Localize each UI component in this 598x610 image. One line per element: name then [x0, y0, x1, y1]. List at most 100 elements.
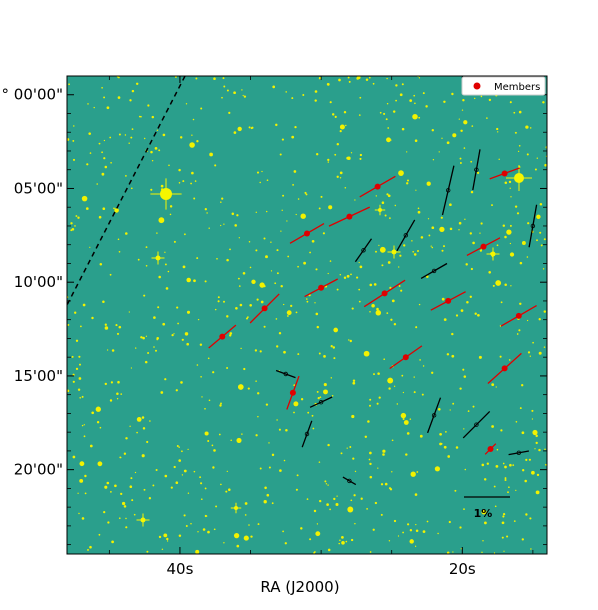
star-dot	[125, 175, 127, 177]
star-dot	[72, 139, 75, 142]
star-dot	[165, 287, 169, 290]
star-dot	[518, 110, 522, 114]
star-dot	[79, 363, 81, 366]
member-vector	[484, 443, 497, 455]
star-dot	[509, 101, 512, 104]
star-dot	[230, 439, 232, 441]
nonmember-vector	[342, 476, 357, 486]
star-dot	[158, 535, 162, 539]
star-dot	[374, 501, 378, 505]
star-dot	[226, 89, 229, 92]
star-dot	[365, 78, 369, 82]
star-dot	[346, 447, 348, 449]
star-dot	[256, 171, 260, 174]
star-dot	[312, 427, 315, 430]
star-dot	[351, 414, 355, 419]
star-dot	[265, 403, 269, 406]
star-dot	[323, 383, 327, 387]
star-dot	[507, 491, 509, 494]
star-dot	[470, 190, 474, 194]
star-dot	[220, 201, 222, 203]
star-dot	[143, 488, 146, 491]
star-dot	[346, 274, 350, 278]
star-dot	[157, 306, 160, 309]
star-dot	[316, 523, 319, 525]
star-dot	[236, 544, 240, 548]
bright-star	[230, 502, 242, 514]
star-dot	[103, 157, 106, 160]
star-dot	[469, 295, 472, 298]
y-tick-label: 15'00"	[14, 367, 63, 385]
star-dot	[380, 483, 384, 486]
star-dot	[293, 401, 299, 407]
member-vector	[489, 167, 520, 180]
star-dot	[519, 302, 522, 306]
star-dot	[255, 211, 257, 213]
nonmember-vector	[508, 450, 530, 456]
star-dot	[350, 538, 354, 542]
star-dot	[509, 224, 512, 227]
star-dot	[422, 530, 426, 533]
star-dot	[142, 336, 145, 340]
star-dot	[217, 296, 220, 299]
member-marker	[318, 284, 325, 291]
star-dot	[178, 534, 182, 538]
star-dot	[304, 191, 307, 194]
star-dot	[79, 478, 84, 483]
star-dot	[524, 479, 527, 483]
star-dot	[177, 322, 179, 325]
star-dot	[451, 332, 454, 336]
star-dot	[293, 170, 297, 173]
star-dot	[242, 272, 246, 275]
star-dot	[147, 104, 150, 107]
star-dot	[348, 339, 350, 341]
star-dot	[446, 141, 450, 145]
star-dot	[93, 106, 95, 109]
star-dot	[335, 502, 339, 507]
star-dot	[525, 458, 528, 461]
star-dot	[503, 550, 505, 552]
star-dot	[441, 297, 445, 301]
star-dot	[147, 352, 150, 354]
star-dot	[422, 92, 425, 95]
star-dot	[529, 517, 532, 520]
star-dot	[275, 318, 278, 320]
star-dot	[98, 533, 101, 536]
star-dot	[208, 227, 210, 229]
star-dot	[67, 138, 70, 141]
star-dot	[319, 499, 322, 503]
star-dot	[413, 376, 415, 378]
star-dot	[339, 129, 342, 133]
field-marker	[516, 450, 521, 455]
star-dot	[77, 492, 79, 494]
star-dot	[67, 389, 70, 393]
field-marker	[474, 167, 479, 172]
vector-line	[441, 165, 455, 216]
member-marker	[445, 297, 452, 304]
star-dot	[143, 294, 146, 297]
star-dot	[196, 257, 199, 260]
star-dot	[110, 491, 112, 493]
star-dot	[501, 521, 505, 525]
star-dot	[283, 459, 286, 462]
star-dot	[221, 197, 224, 200]
star-dot	[151, 115, 155, 119]
star-dot	[395, 84, 398, 87]
x-tick-label: 40s	[166, 560, 193, 578]
star-dot	[373, 373, 375, 376]
star-dot	[538, 351, 542, 355]
star-dot	[339, 171, 343, 175]
star-dot	[460, 548, 462, 550]
star-dot	[508, 180, 512, 184]
star-dot	[190, 182, 193, 185]
star-dot	[158, 217, 165, 224]
star-dot	[327, 548, 331, 552]
star-dot	[382, 449, 386, 453]
star-dot	[213, 77, 216, 80]
star-dot	[334, 115, 337, 118]
star-dot	[287, 255, 290, 258]
star-dot	[519, 261, 523, 265]
star-dot	[169, 213, 172, 216]
star-dot	[479, 249, 483, 252]
star-dot	[194, 180, 197, 182]
